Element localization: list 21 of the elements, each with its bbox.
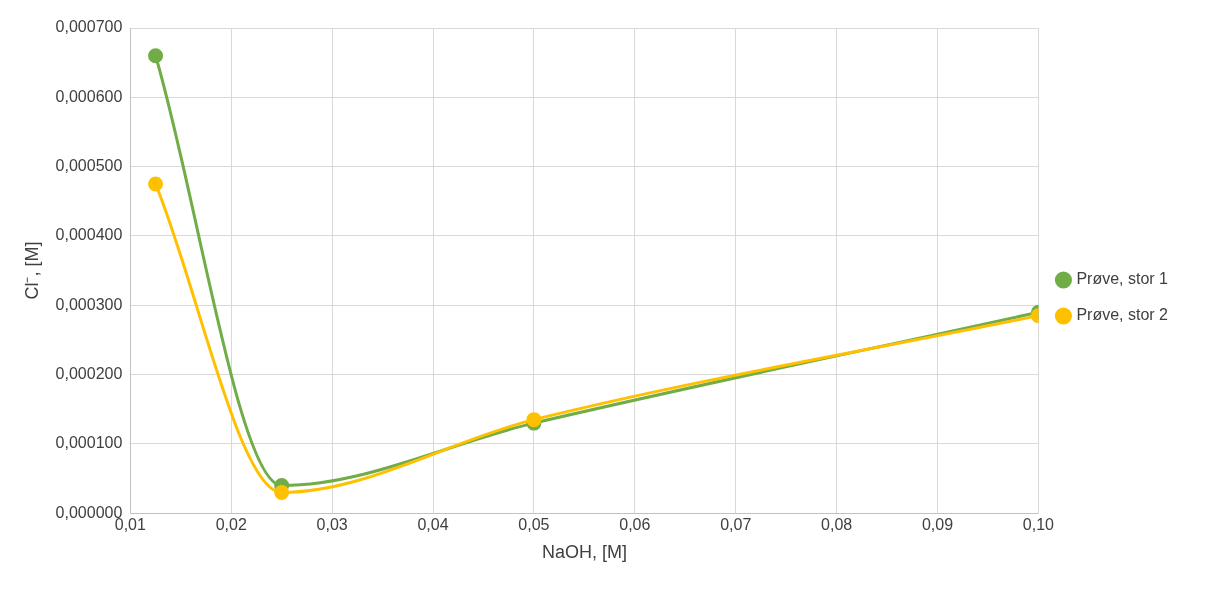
legend-label: Prøve, stor 1	[1076, 270, 1169, 288]
x-tick-label: 0,05	[518, 516, 550, 534]
y-tick-label: 0,000300	[55, 295, 123, 313]
y-tick-label: 0,000400	[55, 226, 123, 244]
x-tick-label: 0,08	[821, 516, 853, 534]
x-tick-label: 0,07	[720, 516, 752, 534]
x-tick-label: 0,02	[215, 516, 247, 534]
x-tick-label: 0,04	[417, 516, 449, 534]
y-axis-title: Cl⁻, [M]	[21, 241, 42, 300]
y-tick-label: 0,000200	[55, 364, 123, 382]
x-tick-label: 0,03	[316, 516, 348, 534]
y-tick-label: 0,000100	[55, 434, 123, 452]
y-tick-label: 0,000700	[55, 18, 123, 36]
x-axis-title: NaOH, [M]	[541, 542, 627, 563]
x-tick-label: 0,09	[921, 516, 954, 534]
x-tick-label: 0,10	[1022, 516, 1055, 534]
y-tick-label: 0,000500	[55, 157, 123, 175]
y-tick-label: 0,000600	[55, 87, 123, 105]
y-tick-label: 0,000000	[55, 503, 123, 521]
legend-label: Prøve, stor 2	[1076, 306, 1169, 324]
x-tick-label: 0,06	[619, 516, 651, 534]
